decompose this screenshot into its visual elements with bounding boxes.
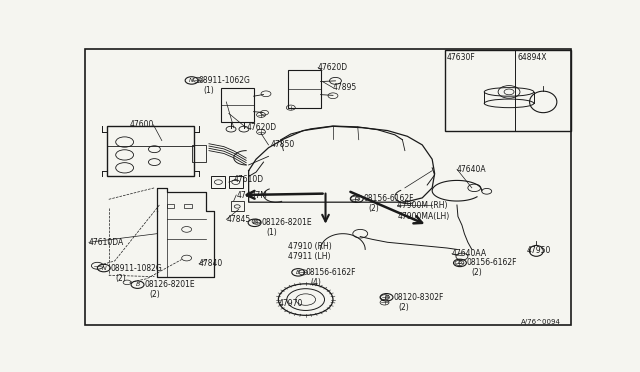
Text: N: N: [189, 78, 194, 83]
Bar: [108, 126, 194, 176]
Text: (2): (2): [472, 269, 483, 278]
Text: (1): (1): [203, 86, 214, 95]
Text: B: B: [355, 196, 359, 201]
Text: 47620D: 47620D: [318, 63, 348, 72]
Text: N: N: [102, 266, 106, 270]
Text: 47950: 47950: [527, 246, 551, 255]
Text: 47910 (RH): 47910 (RH): [288, 242, 332, 251]
Text: 47850: 47850: [271, 140, 295, 150]
Text: 08156-6162F: 08156-6162F: [364, 194, 414, 203]
Bar: [221, 87, 253, 122]
Text: 08156-6162F: 08156-6162F: [305, 268, 356, 277]
Text: 47640A: 47640A: [457, 165, 486, 174]
Bar: [191, 145, 207, 162]
Text: 47610DA: 47610DA: [89, 238, 124, 247]
Text: 64894X: 64894X: [518, 53, 547, 62]
Text: (2): (2): [399, 303, 409, 312]
Text: B: B: [136, 282, 140, 287]
Bar: [288, 70, 321, 108]
Text: 47911 (LH): 47911 (LH): [288, 251, 331, 260]
Text: B: B: [296, 270, 300, 275]
Bar: [167, 203, 174, 208]
Text: 47895: 47895: [333, 83, 357, 92]
Text: 47900MA(LH): 47900MA(LH): [397, 212, 450, 221]
Text: 47970: 47970: [278, 298, 303, 308]
Text: (2): (2): [150, 290, 160, 299]
Text: 47845: 47845: [227, 215, 251, 224]
Text: 47487M: 47487M: [236, 190, 267, 199]
Text: 47620D: 47620D: [246, 123, 276, 132]
Text: B: B: [458, 260, 462, 265]
Text: 08911-1062G: 08911-1062G: [198, 76, 250, 85]
Text: 08126-8201E: 08126-8201E: [262, 218, 312, 227]
Bar: [445, 50, 571, 131]
Text: 47600: 47600: [129, 121, 154, 129]
Text: 08126-8201E: 08126-8201E: [145, 280, 195, 289]
Text: (4): (4): [310, 278, 321, 287]
Bar: [211, 176, 225, 188]
Text: 08120-8302F: 08120-8302F: [394, 293, 444, 302]
Text: A/76^0094: A/76^0094: [521, 319, 561, 325]
Text: (2): (2): [369, 204, 380, 213]
Text: 47840: 47840: [199, 259, 223, 268]
Text: 47640AA: 47640AA: [452, 249, 487, 258]
Bar: [229, 176, 243, 188]
Text: (1): (1): [266, 228, 277, 237]
Text: (2): (2): [115, 273, 126, 283]
Bar: [184, 203, 191, 208]
Text: 47610D: 47610D: [234, 175, 264, 184]
Text: 47900M (RH): 47900M (RH): [397, 201, 448, 209]
Text: 47630F: 47630F: [447, 53, 476, 62]
Text: 08156-6162F: 08156-6162F: [467, 259, 517, 267]
Bar: [231, 201, 244, 211]
Text: B: B: [385, 295, 388, 300]
Text: 08911-1082G: 08911-1082G: [110, 264, 162, 273]
Text: B: B: [252, 220, 257, 225]
